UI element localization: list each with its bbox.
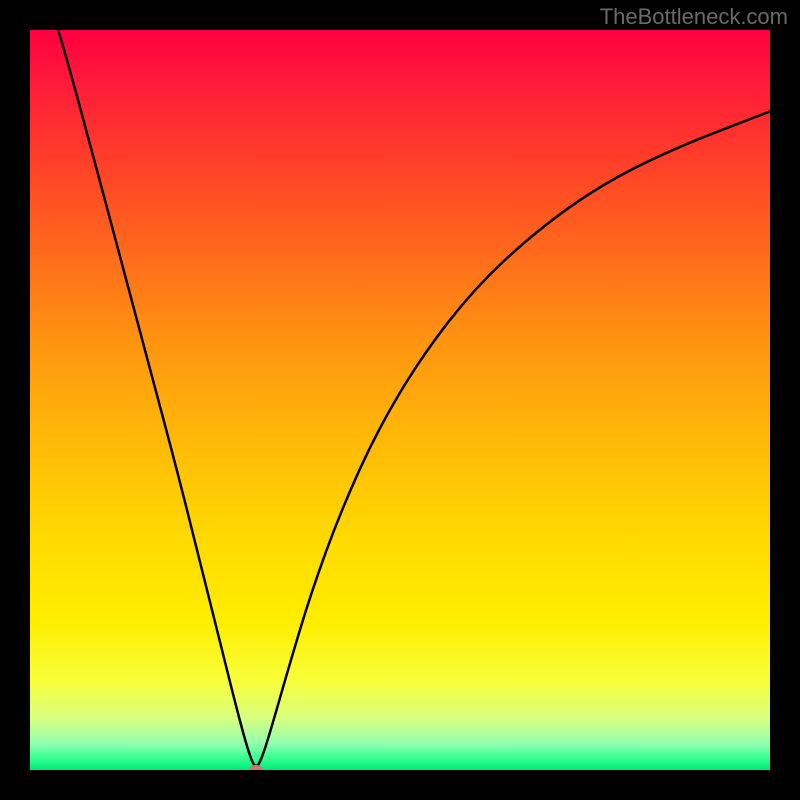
figure-container: TheBottleneck.com (0, 0, 800, 800)
watermark-text: TheBottleneck.com (600, 4, 788, 30)
bottleneck-chart (0, 0, 800, 800)
plot-area-gradient (30, 30, 770, 770)
